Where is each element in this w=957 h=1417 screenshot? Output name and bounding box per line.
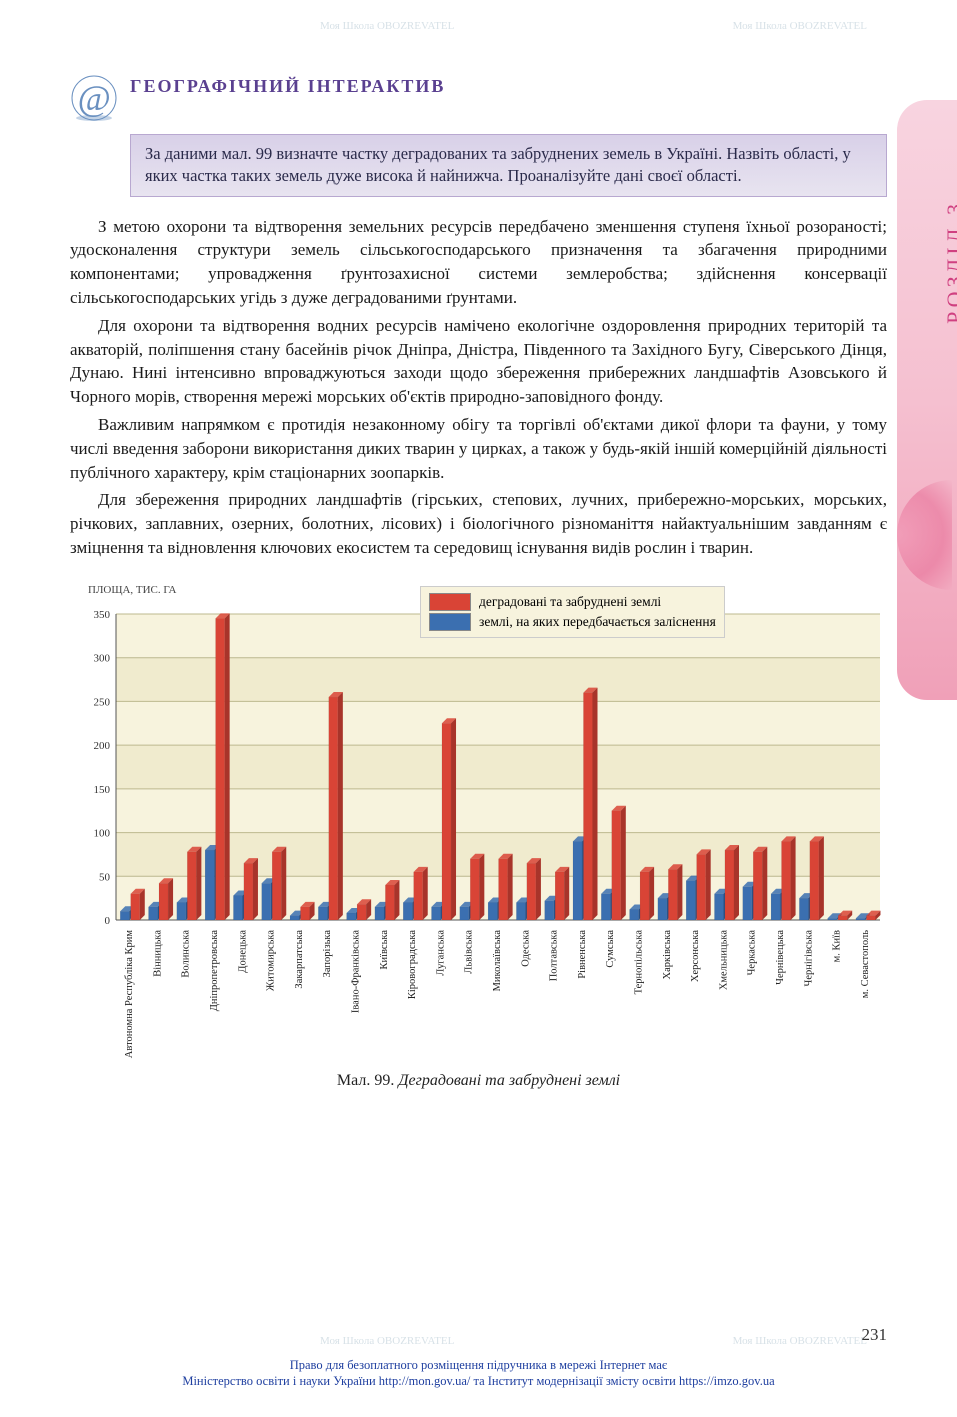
svg-text:Черкаська: Черкаська — [747, 929, 758, 975]
svg-text:Миколаївська: Миколаївська — [492, 929, 503, 991]
bar-chart-svg: 0 50 100 150 200 250 300 350 Автономна Республік… — [70, 600, 890, 1060]
footer-line: Право для безоплатного розміщення підруч… — [290, 1358, 668, 1372]
svg-text:0: 0 — [105, 915, 111, 927]
svg-text:Львівська: Львівська — [464, 929, 475, 973]
svg-text:200: 200 — [94, 740, 111, 752]
svg-text:Сумська: Сумська — [605, 929, 616, 967]
legend-label: землі, на яких передбачається заліснення — [479, 613, 716, 631]
page-number: 231 — [862, 1325, 888, 1345]
svg-text:Волинська: Волинська — [181, 929, 192, 977]
footer-line: Міністерство освіти і науки України http… — [182, 1374, 774, 1388]
footer-credits: Право для безоплатного розміщення підруч… — [0, 1357, 957, 1390]
watermark: Моя Школа OBOZREVATEL — [320, 1335, 454, 1347]
figure-title: Деградовані та забруднені землі — [398, 1072, 620, 1089]
svg-text:Житомирська: Житомирська — [266, 929, 277, 990]
svg-text:м. Севастополь: м. Севастополь — [860, 929, 871, 997]
svg-text:50: 50 — [99, 871, 111, 883]
svg-text:Чернігівська: Чернігівська — [803, 929, 814, 986]
svg-text:Закарпатська: Закарпатська — [294, 929, 305, 988]
svg-text:250: 250 — [94, 696, 111, 708]
legend-label: деградовані та забруднені землі — [479, 593, 661, 611]
svg-text:м. Київ: м. Київ — [832, 930, 843, 962]
svg-text:Херсонська: Херсонська — [690, 929, 701, 981]
legend-swatch-red — [429, 593, 471, 611]
figure-number: Мал. 99. — [337, 1072, 394, 1089]
body-text: З метою охорони та відтворення земельних… — [70, 215, 887, 560]
legend-swatch-blue — [429, 613, 471, 631]
figure-99-chart: ПЛОЩА, ТИС. ГА деградовані та забруднені… — [70, 584, 887, 1090]
svg-text:@: @ — [77, 78, 110, 118]
svg-text:Луганська: Луганська — [435, 929, 446, 975]
svg-text:Одеська: Одеська — [520, 929, 531, 966]
svg-text:Харківська: Харківська — [662, 929, 673, 979]
svg-text:Автономна Республіка Крим: Автономна Республіка Крим — [124, 929, 135, 1058]
svg-text:Івано-Франківська: Івано-Франківська — [351, 929, 362, 1012]
svg-text:150: 150 — [94, 784, 111, 796]
svg-text:300: 300 — [94, 652, 111, 664]
paragraph: З метою охорони та відтворення земельних… — [70, 215, 887, 310]
paragraph: Для збереження природних ландшафтів (гір… — [70, 488, 887, 559]
paragraph: Для охорони та відтворення водних ресурс… — [70, 314, 887, 409]
paragraph: Важливим напрямком є протидія незаконном… — [70, 413, 887, 484]
chart-legend: деградовані та забруднені землі землі, н… — [420, 586, 725, 638]
svg-text:Рівненська: Рівненська — [577, 929, 588, 978]
watermark: Моя Школа OBOZREVATEL — [733, 1335, 867, 1347]
svg-text:Хмельницька: Хмельницька — [718, 929, 729, 990]
svg-text:Київська: Київська — [379, 929, 390, 969]
section-title: ГЕОГРАФІЧНИЙ ІНТЕРАКТИВ — [130, 76, 445, 97]
svg-text:Полтавська: Полтавська — [549, 929, 560, 981]
svg-text:Кіровоградська: Кіровоградська — [407, 929, 418, 999]
svg-text:Чернівецька: Чернівецька — [775, 929, 786, 984]
svg-text:Вінницька: Вінницька — [152, 929, 163, 976]
figure-caption: Мал. 99. Деградовані та забруднені землі — [70, 1072, 887, 1090]
svg-text:Запорізька: Запорізька — [322, 929, 333, 977]
interactive-header: @ ГЕОГРАФІЧНИЙ ІНТЕРАКТИВ — [70, 70, 887, 122]
svg-text:100: 100 — [94, 827, 111, 839]
svg-text:Дніпропетровська: Дніпропетровська — [209, 929, 220, 1011]
svg-text:Донецька: Донецька — [237, 929, 248, 972]
at-sign-icon: @ — [70, 74, 118, 122]
svg-text:350: 350 — [94, 609, 111, 621]
svg-text:Тернопільська: Тернопільська — [633, 929, 644, 994]
intro-task-box: За даними мал. 99 визначте частку деград… — [130, 134, 887, 197]
